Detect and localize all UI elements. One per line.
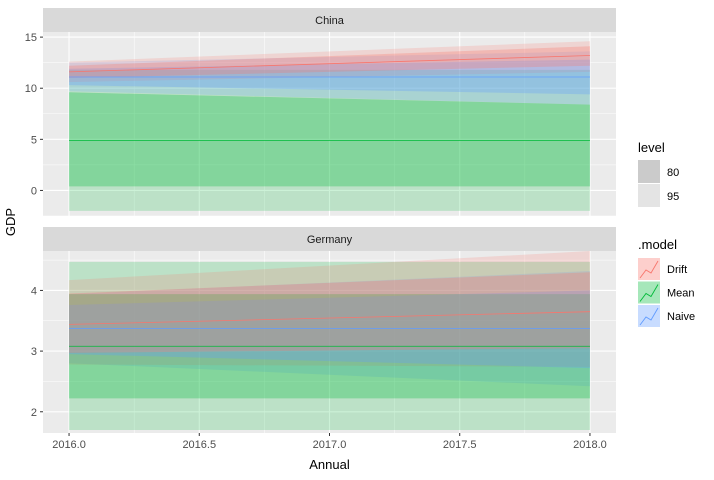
x-axis: 2016.0 2016.5 2017.0 2017.5 2018.0 — [52, 433, 607, 451]
x-axis-title: Annual — [309, 457, 350, 472]
x-tick-label: 2016.5 — [182, 439, 216, 451]
facet-germany: Germany 2 3 4 — [31, 227, 616, 433]
legend-label-drift: Drift — [667, 264, 687, 276]
forecast-line-drift — [69, 55, 590, 73]
facet-strip — [43, 227, 616, 251]
facet-strip-label: China — [315, 15, 345, 27]
facet-panels: China 0 5 10 15 Germany 2 3 4 — [25, 8, 616, 433]
legend-label-naive: Naive — [667, 311, 695, 323]
band80-drift — [69, 46, 590, 78]
legend-key-level-95 — [638, 184, 660, 207]
band80-drift — [69, 272, 590, 353]
legend-line-naive — [639, 307, 659, 326]
y-tick-label: 4 — [31, 285, 37, 297]
x-tick-label: 2017.0 — [313, 439, 347, 451]
band80-mean — [69, 92, 590, 187]
legend-title-model: .model — [638, 237, 677, 252]
forecast-line-drift — [69, 311, 590, 325]
legend-line-drift — [639, 260, 659, 279]
facet-strip — [43, 8, 616, 32]
band95-drift — [69, 41, 590, 83]
legend-label-mean: Mean — [667, 288, 695, 300]
band95-naive — [69, 51, 590, 105]
y-tick-label: 5 — [31, 134, 37, 146]
x-tick-label: 2016.0 — [52, 439, 86, 451]
band80-naive — [69, 290, 590, 369]
legend-key-level-80 — [638, 160, 660, 183]
y-tick-label: 10 — [25, 83, 37, 95]
legend-key-naive — [638, 305, 660, 327]
y-tick-label: 15 — [25, 32, 37, 44]
legend-key-mean — [638, 281, 660, 304]
facet-china: China 0 5 10 15 — [25, 8, 616, 217]
legend-line-mean — [639, 284, 659, 302]
legend-title-level: level — [638, 140, 665, 155]
y-tick-label: 2 — [31, 407, 37, 419]
y-tick-label: 3 — [31, 346, 37, 358]
band95-drift — [69, 251, 590, 367]
legend-label-level-95: 95 — [667, 191, 679, 203]
x-tick-label: 2017.5 — [443, 439, 477, 451]
legend-label-level-80: 80 — [667, 167, 679, 179]
facet-strip-label: Germany — [307, 234, 353, 246]
legend-key-drift — [638, 258, 660, 280]
x-tick-label: 2018.0 — [573, 439, 607, 451]
y-tick-label: 0 — [31, 185, 37, 197]
y-axis-title: GDP — [3, 208, 18, 236]
